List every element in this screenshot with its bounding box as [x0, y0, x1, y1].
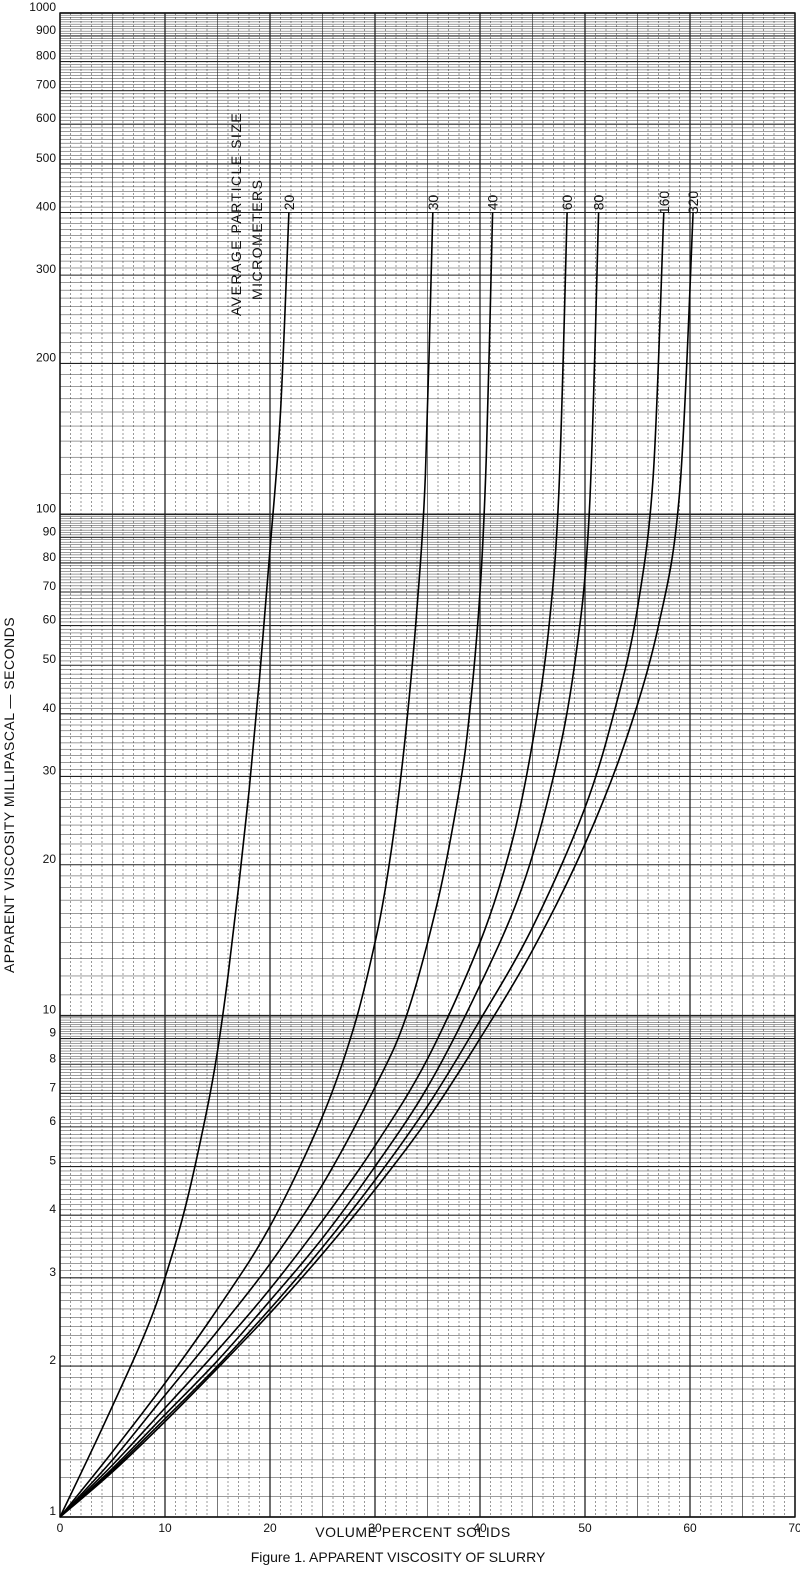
curve-label-40: 40 — [485, 195, 501, 211]
curve-label-20: 20 — [281, 195, 297, 211]
x-axis-title: VOLUME PERCENT SOLIDS — [315, 1524, 510, 1540]
grid — [59, 12, 796, 1518]
series-line-80 — [59, 212, 600, 1518]
y-tick-label: 2 — [49, 1353, 56, 1367]
y-tick-label: 30 — [43, 763, 57, 777]
y-axis-title: APPARENT VISCOSITY MILLIPASCAL — SECONDS — [1, 617, 17, 973]
y-tick-label: 400 — [36, 200, 56, 214]
y-tick-label: 5 — [49, 1154, 56, 1168]
tick-labels: 0 10 20 30 40 50 60 70 1 2 3 4 5 6 7 8 9 10 20 30 40 50 60 70 80… — [29, 0, 800, 1535]
curve-label-320: 320 — [685, 191, 701, 215]
x-tick-label: 70 — [788, 1521, 800, 1535]
y-tick-label: 200 — [36, 350, 56, 364]
y-tick-label: 6 — [49, 1114, 56, 1128]
y-tick-label: 70 — [43, 579, 57, 593]
series-line-30 — [59, 212, 434, 1518]
legend-title-line1: AVERAGE PARTICLE SIZE — [228, 112, 244, 316]
series-curves — [59, 212, 694, 1518]
y-tick-label: 50 — [43, 652, 57, 666]
curve-labels: 20 30 40 60 80 160 320 — [281, 191, 701, 215]
figure-caption: Figure 1. APPARENT VISCOSITY OF SLURRY — [251, 1549, 546, 1565]
curve-label-60: 60 — [559, 195, 575, 211]
y-tick-label: 7 — [49, 1080, 56, 1094]
y-tick-label: 3 — [49, 1265, 56, 1279]
y-tick-label: 700 — [36, 78, 56, 92]
y-tick-label: 800 — [36, 49, 56, 63]
y-tick-label: 90 — [43, 524, 57, 538]
curve-label-30: 30 — [425, 195, 441, 211]
curve-label-160: 160 — [656, 191, 672, 215]
series-line-20 — [59, 212, 290, 1518]
y-tick-label: 8 — [49, 1051, 56, 1065]
y-tick-label: 300 — [36, 262, 56, 276]
x-tick-label: 60 — [683, 1521, 697, 1535]
x-tick-label: 50 — [578, 1521, 592, 1535]
legend-title-line2: MICROMETERS — [249, 179, 265, 301]
x-tick-label: 40 — [473, 1521, 487, 1535]
x-tick-label: 0 — [57, 1521, 64, 1535]
series-line-320 — [59, 212, 694, 1518]
y-tick-label: 80 — [43, 550, 57, 564]
y-tick-label: 60 — [43, 613, 57, 627]
series-line-60 — [59, 212, 568, 1518]
y-tick-label: 500 — [36, 151, 56, 165]
plot-frame — [59, 12, 796, 1518]
x-tick-label: 20 — [263, 1521, 277, 1535]
x-tick-label: 30 — [368, 1521, 382, 1535]
x-tick-label: 10 — [158, 1521, 172, 1535]
y-tick-label: 40 — [43, 701, 57, 715]
y-tick-label: 1 — [49, 1504, 56, 1518]
y-tick-label: 10 — [43, 1003, 57, 1017]
y-tick-label: 600 — [36, 111, 56, 125]
y-tick-label: 20 — [43, 852, 57, 866]
y-tick-label: 4 — [49, 1202, 56, 1216]
y-tick-label: 1000 — [29, 0, 56, 14]
y-tick-label: 100 — [36, 501, 56, 515]
y-tick-label: 9 — [49, 1026, 56, 1040]
series-line-160 — [59, 212, 665, 1518]
curve-label-80: 80 — [591, 195, 607, 211]
y-tick-label: 900 — [36, 23, 56, 37]
series-line-40 — [59, 212, 494, 1518]
